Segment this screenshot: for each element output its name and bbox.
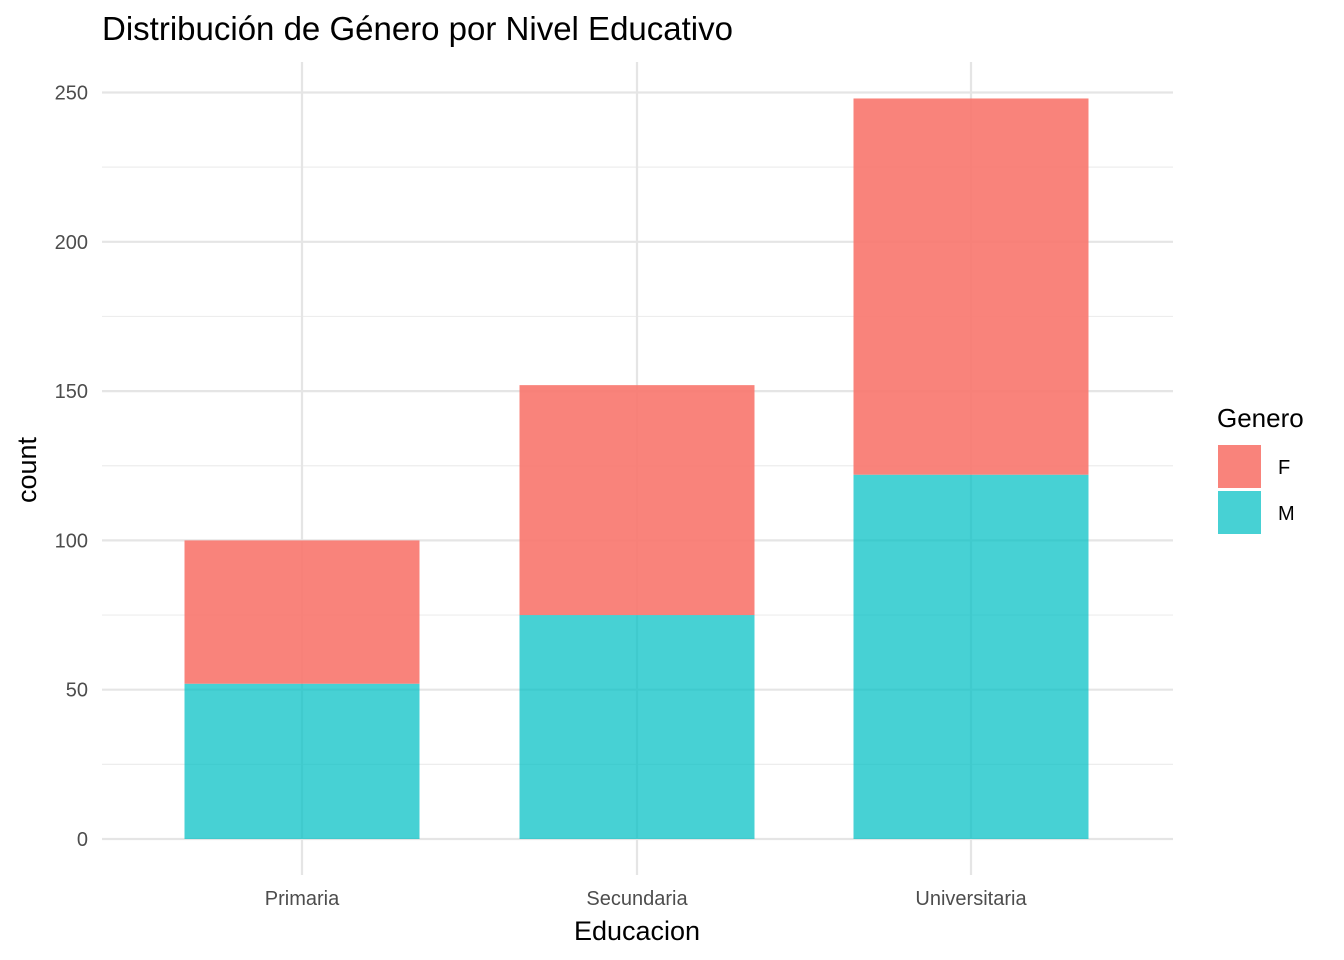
y-axis-ticks: 0 50 100 150 200 250 (55, 83, 88, 852)
y-tick-label: 0 (77, 829, 88, 851)
y-tick-label: 200 (55, 232, 88, 254)
y-tick-label: 100 (55, 530, 88, 552)
bar-secundaria-f (519, 385, 755, 616)
y-tick-label: 250 (55, 83, 88, 105)
bar-secundaria-m (519, 615, 755, 839)
legend-title: Genero (1217, 403, 1304, 433)
x-tick-label: Primaria (265, 888, 340, 910)
chart-title: Distribución de Género por Nivel Educati… (102, 10, 733, 47)
legend-label-f: F (1278, 457, 1290, 479)
bars (184, 98, 1089, 839)
bar-primaria-f (184, 540, 420, 684)
legend: Genero F M (1217, 403, 1304, 534)
bar-primaria-m (184, 683, 420, 839)
bar-universitaria-f (853, 98, 1089, 475)
x-tick-label: Universitaria (915, 888, 1027, 910)
y-tick-label: 50 (66, 680, 88, 702)
x-tick-label: Secundaria (586, 888, 688, 910)
legend-swatch-f (1218, 445, 1261, 488)
legend-swatch-m (1218, 491, 1261, 534)
y-axis-title: count (12, 436, 42, 503)
y-tick-label: 150 (55, 381, 88, 403)
x-axis-title: Educacion (574, 916, 700, 946)
legend-label-m: M (1278, 503, 1295, 525)
x-axis-ticks: Primaria Secundaria Universitaria (265, 888, 1028, 910)
bar-universitaria-m (853, 474, 1089, 839)
